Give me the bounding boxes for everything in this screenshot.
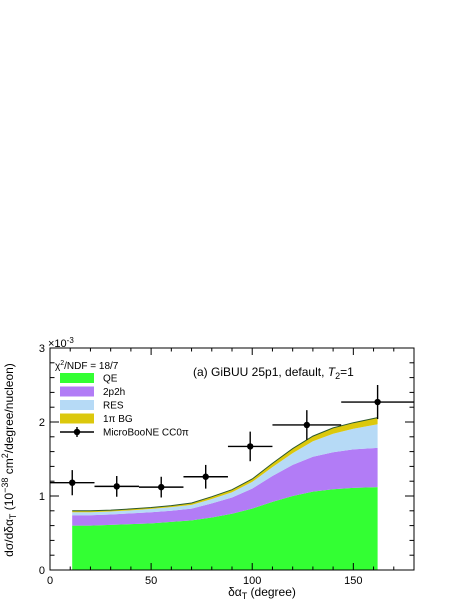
- legend-label: RES: [103, 401, 124, 412]
- legend-label: MicroBooNE CC0π: [103, 428, 189, 439]
- legend-swatch: [60, 413, 94, 424]
- data-marker: [247, 443, 254, 450]
- x-axis-label: δαT (degree): [228, 585, 296, 601]
- y-tick-label: 1: [39, 491, 45, 503]
- data-marker: [303, 421, 311, 429]
- area-qe: [72, 487, 378, 570]
- data-marker: [69, 479, 76, 486]
- data-point: [50, 470, 95, 496]
- legend-entry: 1π BG: [60, 413, 133, 425]
- area-res: [72, 424, 378, 516]
- data-marker: [113, 483, 120, 490]
- legend-swatch: [60, 400, 94, 410]
- x-tick-label: 50: [145, 575, 157, 587]
- total-prediction-line: [72, 417, 378, 512]
- legend-label: 2p2h: [103, 387, 125, 398]
- data-point: [94, 476, 139, 497]
- data-point: [341, 385, 414, 420]
- legend-marker: [73, 428, 81, 436]
- area-2p2h: [72, 447, 378, 526]
- legend: QE 2p2h RES 1π BG MicroBooNE CC0π: [60, 373, 189, 439]
- y-tick-label: 2: [39, 417, 45, 429]
- y-tick-label: 0: [39, 565, 45, 577]
- legend-entry: QE: [60, 373, 118, 385]
- stack-areas: [72, 417, 378, 570]
- data-marker: [202, 473, 209, 480]
- area-1-bg: [72, 417, 378, 513]
- y-exponent-sup: -3: [67, 336, 75, 345]
- x-tick-label: 100: [243, 575, 261, 587]
- data-marker: [374, 398, 381, 406]
- legend-entry: 2p2h: [60, 386, 125, 398]
- chart-title: (a) GiBUU 25p1, default, T2=1: [193, 365, 354, 381]
- legend-swatch: [60, 373, 94, 383]
- chi2-label: χ2/NDF = 18/7: [55, 360, 119, 372]
- data-points: [50, 385, 414, 498]
- data-marker: [158, 483, 165, 491]
- axes-ticks: 0 50 100 150 0 1 2 3: [39, 343, 414, 587]
- legend-swatch: [60, 386, 94, 397]
- legend-entry: MicroBooNE CC0π: [60, 427, 189, 439]
- y-exponent-label: ×10-3: [48, 336, 74, 350]
- x-tick-label: 0: [47, 575, 53, 587]
- data-point: [138, 476, 184, 498]
- y-tick-label: 3: [39, 343, 45, 355]
- legend-label: 1π BG: [103, 414, 133, 425]
- data-point: [272, 410, 342, 440]
- data-point: [227, 431, 273, 462]
- x-tick-label: 150: [344, 575, 362, 587]
- data-point: [183, 464, 228, 489]
- legend-label: QE: [103, 374, 118, 385]
- y-axis-label: dσ/dδαT (10−38 cm2/degree/nucleon): [0, 363, 18, 557]
- legend-entry: RES: [60, 400, 124, 412]
